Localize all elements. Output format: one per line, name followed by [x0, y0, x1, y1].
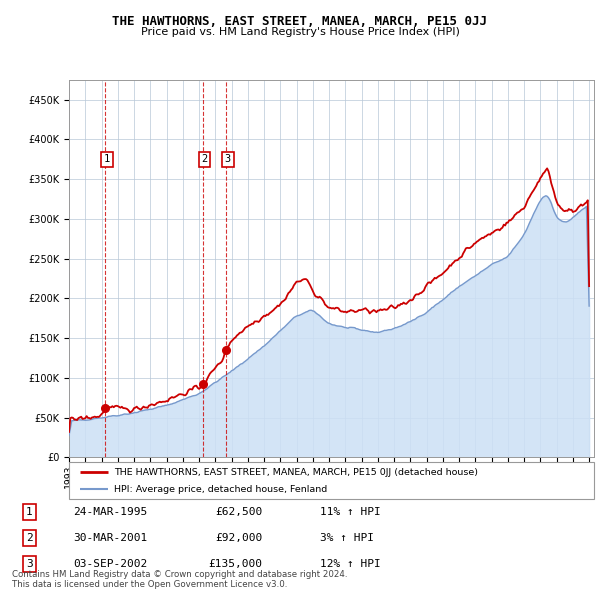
Text: 2: 2 [202, 154, 208, 164]
Text: THE HAWTHORNS, EAST STREET, MANEA, MARCH, PE15 0JJ (detached house): THE HAWTHORNS, EAST STREET, MANEA, MARCH… [113, 468, 478, 477]
Text: 03-SEP-2002: 03-SEP-2002 [73, 559, 148, 569]
Text: £62,500: £62,500 [215, 507, 262, 517]
Text: 12% ↑ HPI: 12% ↑ HPI [320, 559, 381, 569]
Text: HPI: Average price, detached house, Fenland: HPI: Average price, detached house, Fenl… [113, 485, 327, 494]
Text: 24-MAR-1995: 24-MAR-1995 [73, 507, 148, 517]
Text: 2: 2 [26, 533, 33, 543]
Text: £135,000: £135,000 [208, 559, 262, 569]
Text: £92,000: £92,000 [215, 533, 262, 543]
Text: 1: 1 [104, 154, 110, 164]
Text: 3: 3 [224, 154, 231, 164]
Text: 1: 1 [26, 507, 33, 517]
Text: 3% ↑ HPI: 3% ↑ HPI [320, 533, 374, 543]
Text: Contains HM Land Registry data © Crown copyright and database right 2024.
This d: Contains HM Land Registry data © Crown c… [12, 570, 347, 589]
Text: 3: 3 [26, 559, 33, 569]
Text: Price paid vs. HM Land Registry's House Price Index (HPI): Price paid vs. HM Land Registry's House … [140, 27, 460, 37]
Text: THE HAWTHORNS, EAST STREET, MANEA, MARCH, PE15 0JJ: THE HAWTHORNS, EAST STREET, MANEA, MARCH… [113, 15, 487, 28]
Text: 11% ↑ HPI: 11% ↑ HPI [320, 507, 381, 517]
Text: 30-MAR-2001: 30-MAR-2001 [73, 533, 148, 543]
